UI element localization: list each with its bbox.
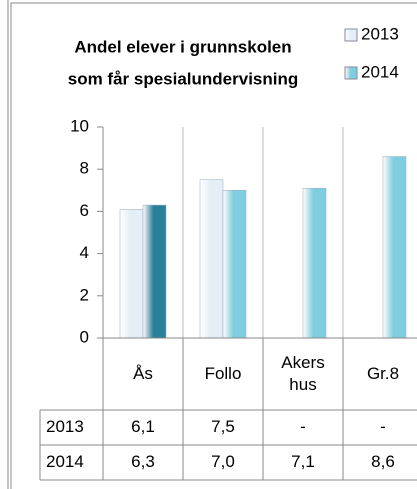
legend-label: 2014 — [361, 62, 399, 81]
bar — [142, 204, 167, 339]
bar — [119, 209, 144, 339]
row-header: 2013 — [46, 417, 84, 436]
category-cell: Akers hus — [263, 338, 343, 410]
table-value: 7,5 — [211, 417, 235, 436]
legend-swatch — [344, 66, 358, 80]
table-value: 6,3 — [131, 452, 155, 471]
y-tick-label: 2 — [80, 285, 89, 304]
x-tick-label: Gr.8 — [366, 364, 400, 383]
bar — [382, 156, 407, 339]
table-value: - — [380, 417, 386, 436]
x-tick-label: Follo — [183, 338, 263, 410]
y-tick-label: 0 — [80, 327, 89, 346]
x-tick-label: Ås — [133, 364, 153, 383]
legend-swatch — [344, 28, 358, 42]
table-value: 7,0 — [211, 452, 235, 471]
chart-title: Andel elever i grunnskolen — [74, 37, 291, 56]
bar — [222, 190, 247, 339]
chart-title: som får spesialundervisning — [68, 69, 299, 88]
table-value: 8,6 — [371, 452, 395, 471]
category-cell: Follo — [183, 338, 263, 410]
table-value: 6,1 — [131, 417, 155, 436]
bar — [302, 187, 327, 339]
table-value: 7,1 — [291, 452, 315, 471]
table-value: - — [300, 417, 306, 436]
row-header: 2014 — [46, 452, 84, 471]
x-tick-label: Follo — [204, 364, 242, 383]
y-tick-label: 6 — [80, 201, 89, 220]
bar — [199, 179, 224, 339]
chart-frame — [10, 2, 417, 489]
category-cell: Ås — [103, 338, 183, 410]
x-tick-label: Akers hus — [281, 353, 325, 394]
category-cell: Gr.8 — [343, 338, 417, 410]
legend-label: 2013 — [361, 24, 399, 43]
x-tick-label: Akers hus — [263, 338, 343, 410]
y-tick-label: 4 — [80, 243, 89, 262]
y-tick-label: 8 — [80, 159, 89, 178]
y-tick-label: 10 — [70, 116, 89, 135]
x-tick-label: Ås — [103, 338, 183, 410]
x-tick-label: Gr.8 — [343, 338, 417, 410]
